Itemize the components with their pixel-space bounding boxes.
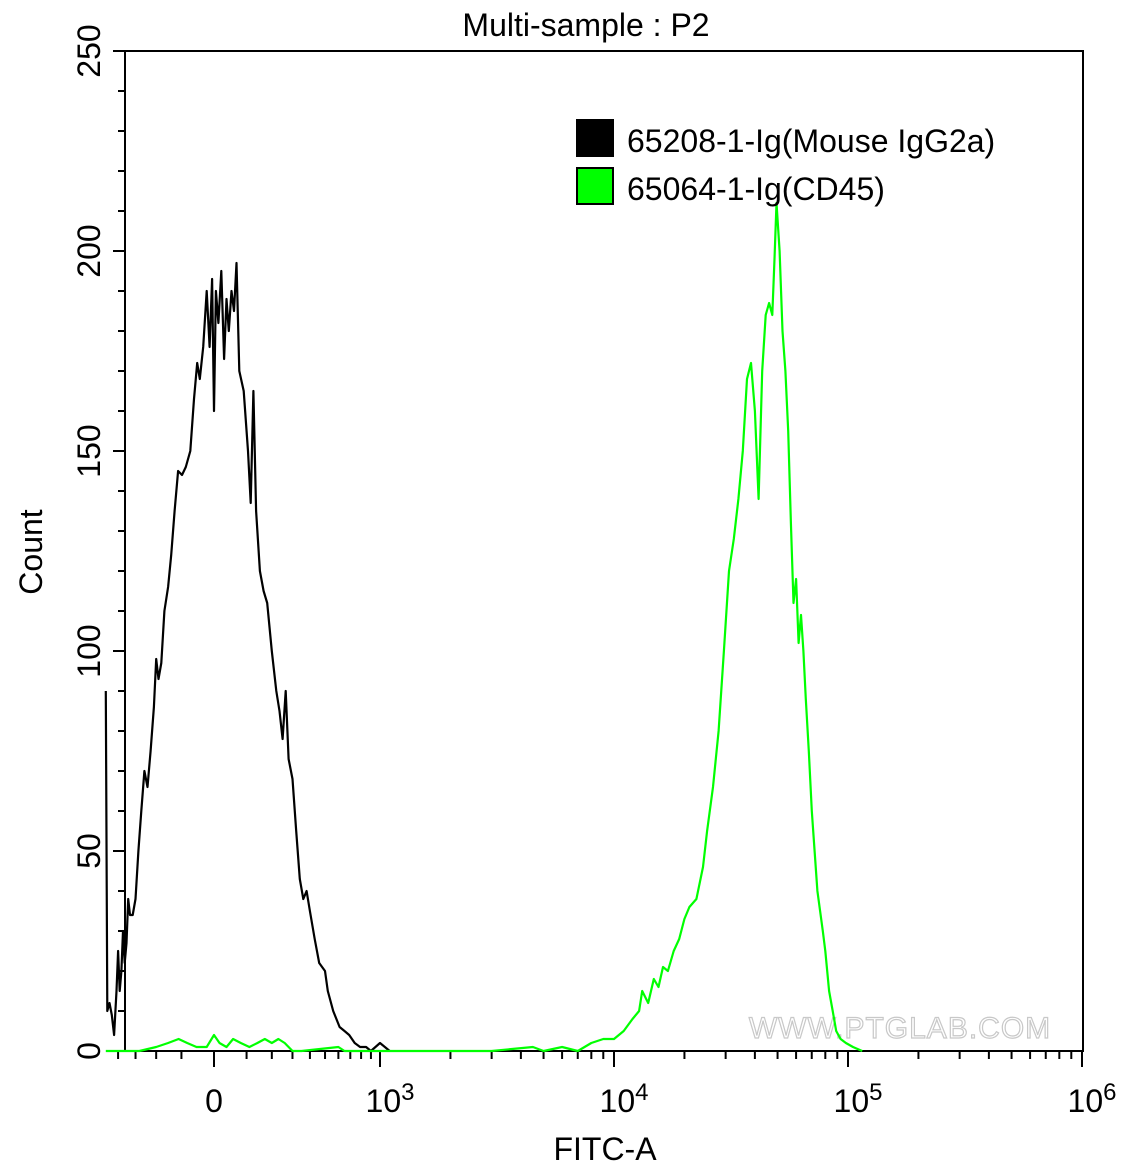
y-tick-label: 150 <box>71 424 107 477</box>
legend-label-cd45: 65064-1-Ig(CD45) <box>627 171 885 207</box>
legend: 65208-1-Ig(Mouse IgG2a) 65064-1-Ig(CD45) <box>576 119 995 207</box>
y-tick-label: 250 <box>71 24 107 77</box>
series-line-cd45 <box>105 201 863 1053</box>
x-tick-label: 0 <box>205 1083 223 1119</box>
y-tick-label: 200 <box>71 224 107 277</box>
x-tick-label: 103 <box>366 1079 415 1119</box>
watermark: WWW.PTGLAB.COM <box>749 1012 1051 1045</box>
x-tick-label: 104 <box>600 1079 649 1119</box>
series-line-isotype <box>104 261 391 1053</box>
legend-swatch-green <box>576 167 614 205</box>
series-layer <box>104 201 863 1053</box>
y-axis-label: Count <box>13 509 49 595</box>
x-axis-label: FITC-A <box>553 1131 657 1167</box>
y-tick-label: 50 <box>71 833 107 869</box>
x-tick-label: 106 <box>1068 1079 1117 1119</box>
legend-swatch-black <box>576 119 614 157</box>
y-tick-label: 100 <box>71 624 107 677</box>
y-tick-label: 0 <box>71 1042 107 1060</box>
chart-title: Multi-sample : P2 <box>462 7 709 43</box>
y-axis-ticks: 0 50 100 150 200 250 <box>71 24 125 1060</box>
x-axis-ticks: 0 103 104 105 106 <box>117 1051 1117 1119</box>
legend-label-isotype: 65208-1-Ig(Mouse IgG2a) <box>627 123 995 159</box>
x-tick-label: 105 <box>834 1079 883 1119</box>
